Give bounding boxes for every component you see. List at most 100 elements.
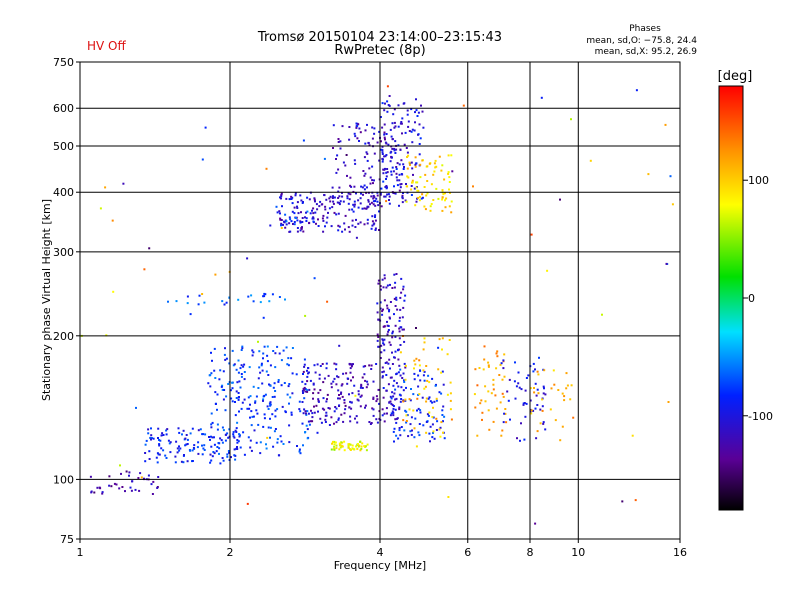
echo-point (366, 218, 369, 221)
echo-point (269, 403, 272, 406)
echo-point (369, 203, 371, 206)
echo-point (373, 179, 375, 182)
echo-point (394, 418, 397, 421)
echo-point (390, 170, 393, 173)
echo-point (287, 364, 290, 367)
echo-point (340, 413, 343, 416)
echo-point (351, 219, 354, 222)
echo-point (330, 386, 333, 389)
echo-point (99, 487, 102, 490)
echo-point (279, 435, 282, 438)
echo-point (311, 412, 314, 415)
echo-point (490, 392, 493, 395)
echo-point (343, 401, 346, 404)
echo-point (238, 435, 241, 438)
echo-point (487, 364, 490, 367)
echo-point (414, 156, 417, 159)
echo-point (379, 116, 382, 118)
echo-point (416, 397, 419, 400)
echo-point (225, 301, 228, 304)
echo-point (389, 283, 391, 286)
echo-point (635, 89, 638, 92)
echo-point (449, 399, 452, 402)
hv-status-label: HV Off (87, 39, 126, 53)
echo-point (335, 363, 338, 366)
echo-point (151, 493, 154, 495)
echo-point (235, 431, 238, 433)
echo-point (292, 223, 294, 225)
x-tick-label: 6 (464, 546, 471, 559)
echo-point (267, 374, 270, 376)
echo-point (158, 439, 160, 441)
echo-point (269, 436, 271, 439)
echo-point (149, 436, 152, 439)
echo-point (257, 340, 259, 343)
echo-point (348, 230, 351, 233)
echo-point (393, 392, 396, 395)
echo-point (288, 402, 290, 405)
echo-point (339, 446, 342, 449)
echo-point (259, 301, 262, 304)
echo-point (293, 221, 296, 223)
echo-point (168, 442, 171, 445)
echo-point (366, 383, 369, 386)
echo-point (366, 186, 368, 189)
echo-point (403, 362, 406, 365)
echo-point (309, 420, 312, 423)
echo-point (383, 133, 386, 136)
echo-point (492, 383, 495, 386)
echo-point (333, 443, 336, 446)
echo-point (349, 363, 351, 366)
echo-point (385, 407, 388, 410)
echo-point (389, 151, 392, 154)
echo-point (381, 408, 384, 411)
echo-point (308, 371, 310, 374)
echo-point (335, 383, 338, 386)
echo-point (291, 347, 294, 349)
echo-point (353, 200, 356, 203)
echo-point (530, 409, 533, 412)
echo-point (302, 412, 305, 415)
echo-point (343, 399, 346, 401)
echo-point (400, 159, 403, 162)
echo-point (290, 357, 293, 360)
echo-point (377, 318, 380, 321)
echo-point (335, 447, 338, 450)
echo-point (325, 367, 328, 370)
echo-point (352, 203, 355, 206)
y-tick-label: 400 (53, 186, 74, 199)
echo-point (220, 439, 223, 442)
echo-point (401, 201, 404, 204)
echo-point (397, 371, 400, 374)
echo-point (353, 132, 356, 135)
echo-point (352, 210, 355, 213)
echo-point (385, 133, 388, 135)
echo-point (305, 211, 307, 214)
echo-point (304, 314, 307, 317)
echo-point (377, 204, 380, 207)
echo-point (326, 398, 328, 401)
echo-point (441, 337, 444, 340)
echo-point (368, 144, 371, 147)
echo-point (211, 436, 214, 439)
echo-point (413, 372, 416, 375)
echo-point (406, 109, 409, 112)
echo-point (178, 431, 181, 434)
echo-point (429, 205, 432, 208)
echo-point (381, 145, 384, 148)
echo-point (135, 406, 137, 409)
echo-point (210, 412, 213, 415)
echo-point (287, 357, 290, 360)
echo-point (435, 429, 438, 431)
echo-point (213, 347, 216, 350)
echo-point (333, 377, 336, 380)
echo-point (293, 223, 296, 226)
echo-point (303, 408, 306, 411)
echo-point (356, 124, 359, 127)
echo-point (227, 450, 230, 452)
echo-point (322, 219, 325, 222)
echo-point (422, 369, 425, 372)
echo-point (305, 412, 307, 415)
echo-point (341, 125, 344, 128)
echo-point (334, 441, 337, 444)
